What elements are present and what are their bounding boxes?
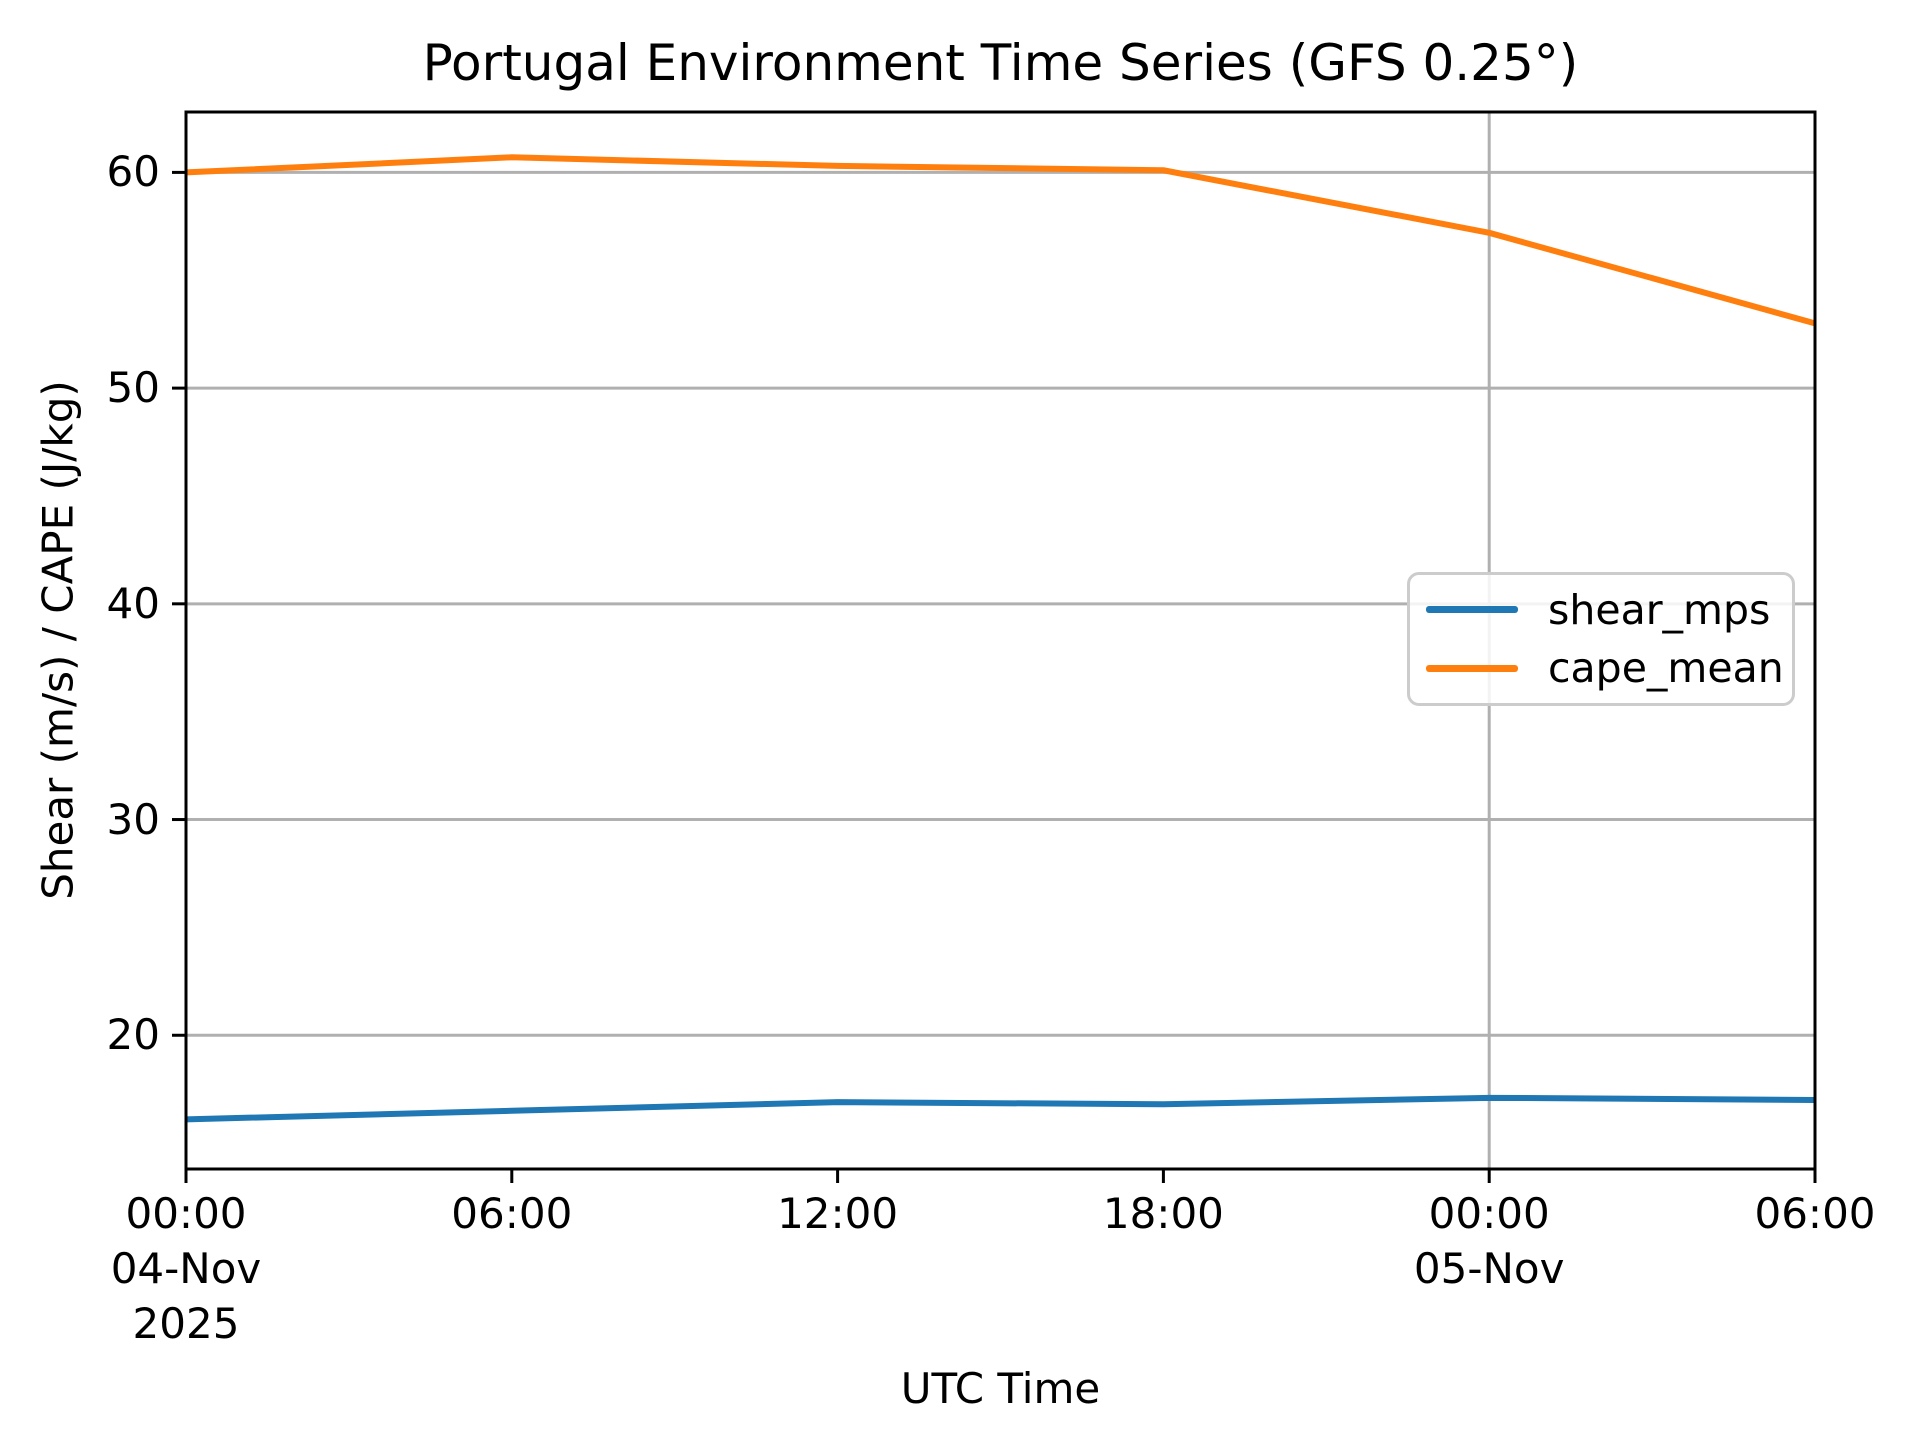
legend-label-shear-mps: shear_mps — [1548, 585, 1771, 634]
legend: shear_mps cape_mean — [1407, 572, 1795, 706]
chart-title: Portugal Environment Time Series (GFS 0.… — [422, 34, 1579, 92]
axes-spines — [184, 110, 1817, 1171]
y-tick-label: 50 — [106, 363, 160, 413]
legend-line-sample-icon — [1426, 664, 1518, 672]
series-line-cape_mean — [185, 154, 1816, 327]
x-tick-label: 00:00 05-Nov — [1413, 1189, 1565, 1293]
x-tick-label: 18:00 — [1102, 1189, 1224, 1238]
series-line-shear_mps — [185, 1094, 1816, 1123]
legend-entry-cape-mean: cape_mean — [1426, 639, 1784, 697]
y-tick-label: 60 — [106, 147, 160, 197]
legend-line-sample-icon — [1426, 606, 1518, 614]
y-tick-label: 20 — [106, 1010, 160, 1060]
x-tick-label: 06:00 — [1754, 1189, 1876, 1238]
y-tick-label: 30 — [106, 794, 160, 844]
x-tick-label: 06:00 — [451, 1189, 573, 1238]
x-tick-label: 12:00 — [777, 1189, 899, 1238]
legend-label-cape-mean: cape_mean — [1548, 644, 1784, 693]
y-axis-label: Shear (m/s) / CAPE (J/kg) — [33, 380, 83, 900]
x-tick-label: 00:00 04-Nov 2025 — [110, 1189, 262, 1348]
y-tick-label: 40 — [106, 578, 160, 628]
x-axis-label: UTC Time — [900, 1364, 1101, 1413]
legend-entry-shear-mps: shear_mps — [1426, 581, 1776, 639]
